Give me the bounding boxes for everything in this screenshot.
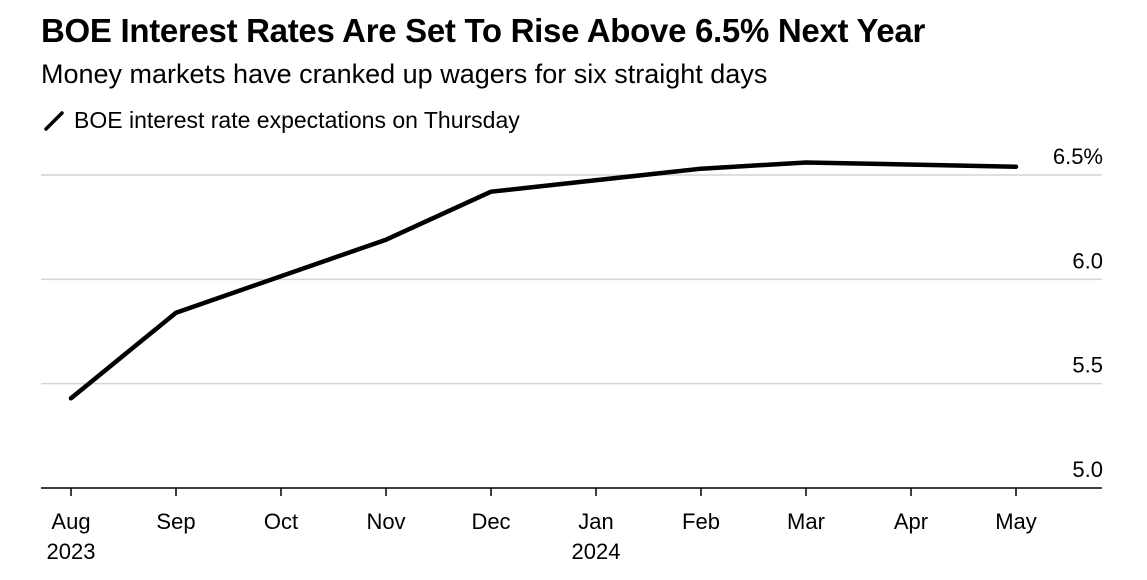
chart-subtitle: Money markets have cranked up wagers for… — [41, 59, 768, 89]
x-tick-label: Nov — [366, 509, 405, 534]
y-tick-label: 5.0 — [1072, 457, 1103, 482]
series-line — [68, 160, 1019, 401]
x-tick-label: Dec — [471, 509, 510, 534]
x-tick-label: Feb — [682, 509, 720, 534]
x-tick-label: Aug — [51, 509, 90, 534]
x-tick-label: May — [995, 509, 1037, 534]
x-tick-label: Apr — [894, 509, 928, 534]
x-year-label: 2024 — [572, 539, 621, 564]
x-tick-label: Oct — [264, 509, 298, 534]
x-year-label: 2023 — [47, 539, 96, 564]
legend-line-icon — [44, 110, 64, 131]
legend-label: BOE interest rate expectations on Thursd… — [74, 107, 520, 133]
chart-title: BOE Interest Rates Are Set To Rise Above… — [41, 12, 926, 49]
y-tick-label: 6.0 — [1072, 248, 1103, 273]
x-tick-label: Jan — [578, 509, 613, 534]
x-tick-label: Mar — [787, 509, 825, 534]
y-tick-label: 5.5 — [1072, 353, 1103, 378]
chart-legend: BOE interest rate expectations on Thursd… — [42, 107, 520, 134]
x-tick-label: Sep — [156, 509, 195, 534]
y-tick-label: 6.5% — [1053, 144, 1103, 169]
